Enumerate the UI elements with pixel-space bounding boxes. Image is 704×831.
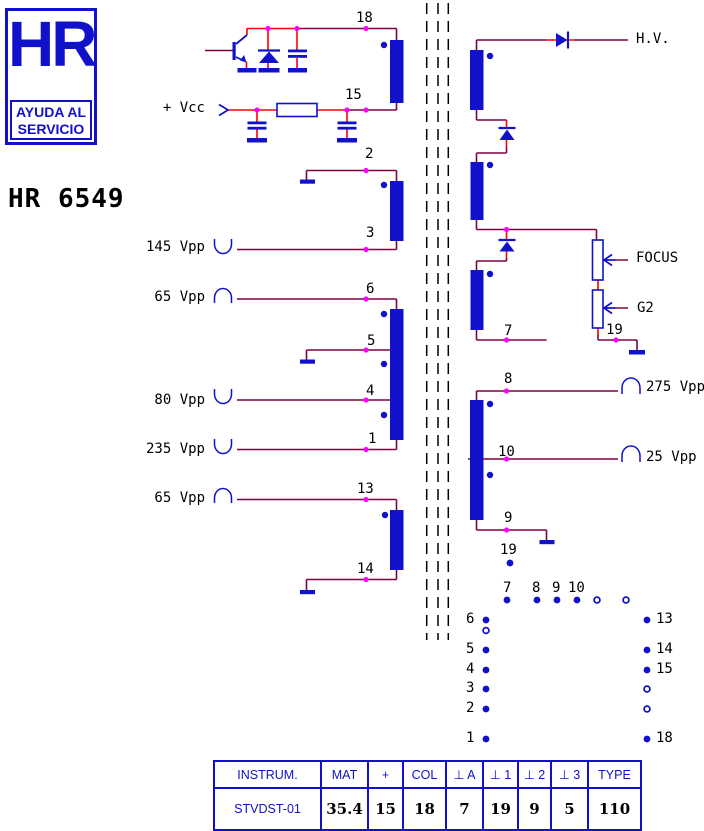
pinout-left-4: 4 xyxy=(466,661,475,677)
g2-label: G2 xyxy=(637,300,654,316)
value-gnd-a: 7 xyxy=(445,787,484,831)
pin-4-label: 4 xyxy=(366,383,375,399)
spec-table-value-row: STVDST-01 35.4 15 18 7 19 9 5 110 xyxy=(213,787,642,831)
header-instrum: INSTRUM. xyxy=(213,760,322,789)
spec-table-header-row: INSTRUM. MAT + COL ⊥ A ⊥ 1 ⊥ 2 ⊥ 3 TYPE xyxy=(213,760,642,789)
core-dashed-lines-icon xyxy=(425,3,450,640)
vpp145-label: 145 Vpp xyxy=(145,239,205,255)
pulse-up-icon xyxy=(213,287,641,503)
pin-19-g2-label: 19 xyxy=(606,322,623,338)
page-title: HR 6549 xyxy=(8,184,125,214)
pinout-top-9: 9 xyxy=(552,580,561,596)
pinout-right-13: 13 xyxy=(656,611,673,627)
hr-logo-tagline-line1: AYUDA AL xyxy=(15,104,86,120)
pin-3-label: 3 xyxy=(366,225,375,241)
hr-logo-tagline-line2: SERVICIO xyxy=(17,121,85,137)
header-col: COL xyxy=(402,760,447,789)
pinout-right-15: 15 xyxy=(656,661,673,677)
header-plus: + xyxy=(367,760,404,789)
value-type: 110 xyxy=(587,787,642,831)
pinout-left-6: 6 xyxy=(466,611,475,627)
junction-dot-icon xyxy=(254,25,619,583)
header-gnd-a: ⊥ A xyxy=(445,760,484,789)
pinout-right-18: 18 xyxy=(656,730,673,746)
vpp65a-label: 65 Vpp xyxy=(154,289,205,305)
focus-label: FOCUS xyxy=(636,250,679,266)
wire-red-leads xyxy=(228,27,599,334)
pinout-top-10: 10 xyxy=(568,580,585,596)
header-type: TYPE xyxy=(587,760,642,789)
winding-icon xyxy=(390,40,484,570)
vpp80-label: 80 Vpp xyxy=(154,392,205,408)
vpp275-label: 275 Vpp xyxy=(646,379,704,395)
wire-maroon xyxy=(205,27,638,590)
polarity-dot-icon xyxy=(380,41,494,519)
value-plus: 15 xyxy=(367,787,404,831)
pinout-left-3: 3 xyxy=(466,680,475,696)
pin-18-label: 18 xyxy=(356,10,373,26)
pin-6-label: 6 xyxy=(366,281,375,297)
diode-bar-icon xyxy=(258,31,570,242)
pin-5-label: 5 xyxy=(367,333,376,349)
header-gnd-2: ⊥ 2 xyxy=(517,760,552,789)
value-gnd-1: 19 xyxy=(482,787,519,831)
pulse-down-icon xyxy=(213,239,233,455)
hr-logo-tagline: AYUDA AL SERVICIO xyxy=(10,100,92,140)
hv-label: H.V. xyxy=(636,31,670,47)
transistor-icon xyxy=(232,34,248,63)
header-gnd-1: ⊥ 1 xyxy=(482,760,519,789)
pin-14-label: 14 xyxy=(357,561,374,577)
pin-15-label: 15 xyxy=(345,87,362,103)
vpp235-label: 235 Vpp xyxy=(145,441,205,457)
pinout-left-1: 1 xyxy=(466,730,475,746)
adjust-arrow-icon xyxy=(602,253,615,315)
value-gnd-2: 9 xyxy=(517,787,552,831)
pinout-left-5: 5 xyxy=(466,641,475,657)
diode-icon xyxy=(259,33,568,252)
resistor-icon xyxy=(276,102,604,329)
value-col: 18 xyxy=(402,787,447,831)
hr-logo: HR AYUDA AL SERVICIO xyxy=(5,8,97,145)
pin-2-label: 2 xyxy=(365,146,374,162)
pin-dot-icon xyxy=(482,559,651,743)
pinout-left-2: 2 xyxy=(466,700,475,716)
vpp25-label: 25 Vpp xyxy=(646,449,697,465)
pinout-top-8: 8 xyxy=(532,580,541,596)
pinout-right-14: 14 xyxy=(656,641,673,657)
input-arrow-icon xyxy=(218,103,230,117)
vcc-label: + Vcc xyxy=(162,100,205,116)
pin-7-label: 7 xyxy=(504,323,513,339)
spec-table: INSTRUM. MAT + COL ⊥ A ⊥ 1 ⊥ 2 ⊥ 3 TYPE … xyxy=(213,760,642,831)
vpp65b-label: 65 Vpp xyxy=(154,490,205,506)
value-instrum: STVDST-01 xyxy=(213,787,322,831)
pin-1-label: 1 xyxy=(368,431,377,447)
capacitor-icon xyxy=(247,49,357,130)
value-gnd-3: 5 xyxy=(550,787,589,831)
pin-8-label: 8 xyxy=(504,371,513,387)
pin-13-label: 13 xyxy=(357,481,374,497)
value-mat: 35.4 xyxy=(320,787,369,831)
pinout-19-label: 19 xyxy=(500,542,517,558)
header-gnd-3: ⊥ 3 xyxy=(550,760,589,789)
pinout-top-7: 7 xyxy=(503,580,512,596)
hr-logo-letters: HR xyxy=(8,8,97,80)
ground-icon xyxy=(237,68,645,595)
pin-hole-icon xyxy=(482,596,651,713)
header-mat: MAT xyxy=(320,760,369,789)
pin-9-label: 9 xyxy=(504,510,513,526)
pin-10-label: 10 xyxy=(498,444,515,460)
